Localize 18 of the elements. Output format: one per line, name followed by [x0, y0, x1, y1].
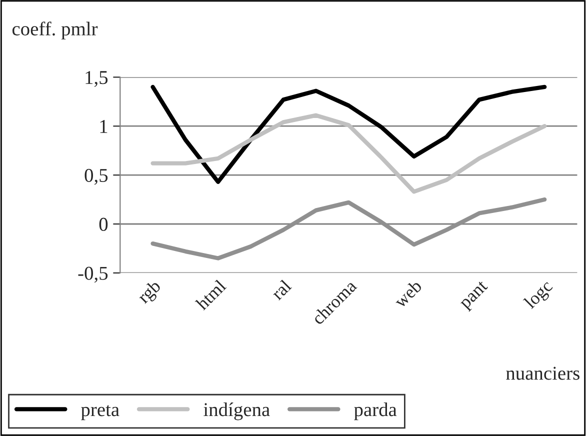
legend-label: preta — [81, 405, 120, 420]
x-axis-title: nuanciers — [506, 366, 580, 380]
y-tick-label: 1 — [100, 120, 108, 133]
line-series — [150, 113, 547, 194]
line-series — [150, 84, 547, 184]
y-tick-label: 1,5 — [86, 71, 108, 87]
legend-label: parda — [354, 402, 397, 420]
line-series — [150, 197, 547, 260]
y-tick-label: -0,5 — [78, 266, 108, 283]
legend-label: indígena — [204, 402, 270, 420]
y-tick-label: 0 — [99, 218, 108, 231]
x-tick-label: web — [392, 278, 422, 309]
x-tick-label: ral — [270, 278, 292, 301]
x-tick-label: logc — [522, 278, 556, 312]
x-tick-label: pant — [459, 280, 491, 312]
y-axis-title: coeff. pmlr — [12, 22, 98, 40]
x-tick-label: rgb — [136, 278, 164, 307]
y-tick-label: 0,5 — [84, 168, 108, 185]
